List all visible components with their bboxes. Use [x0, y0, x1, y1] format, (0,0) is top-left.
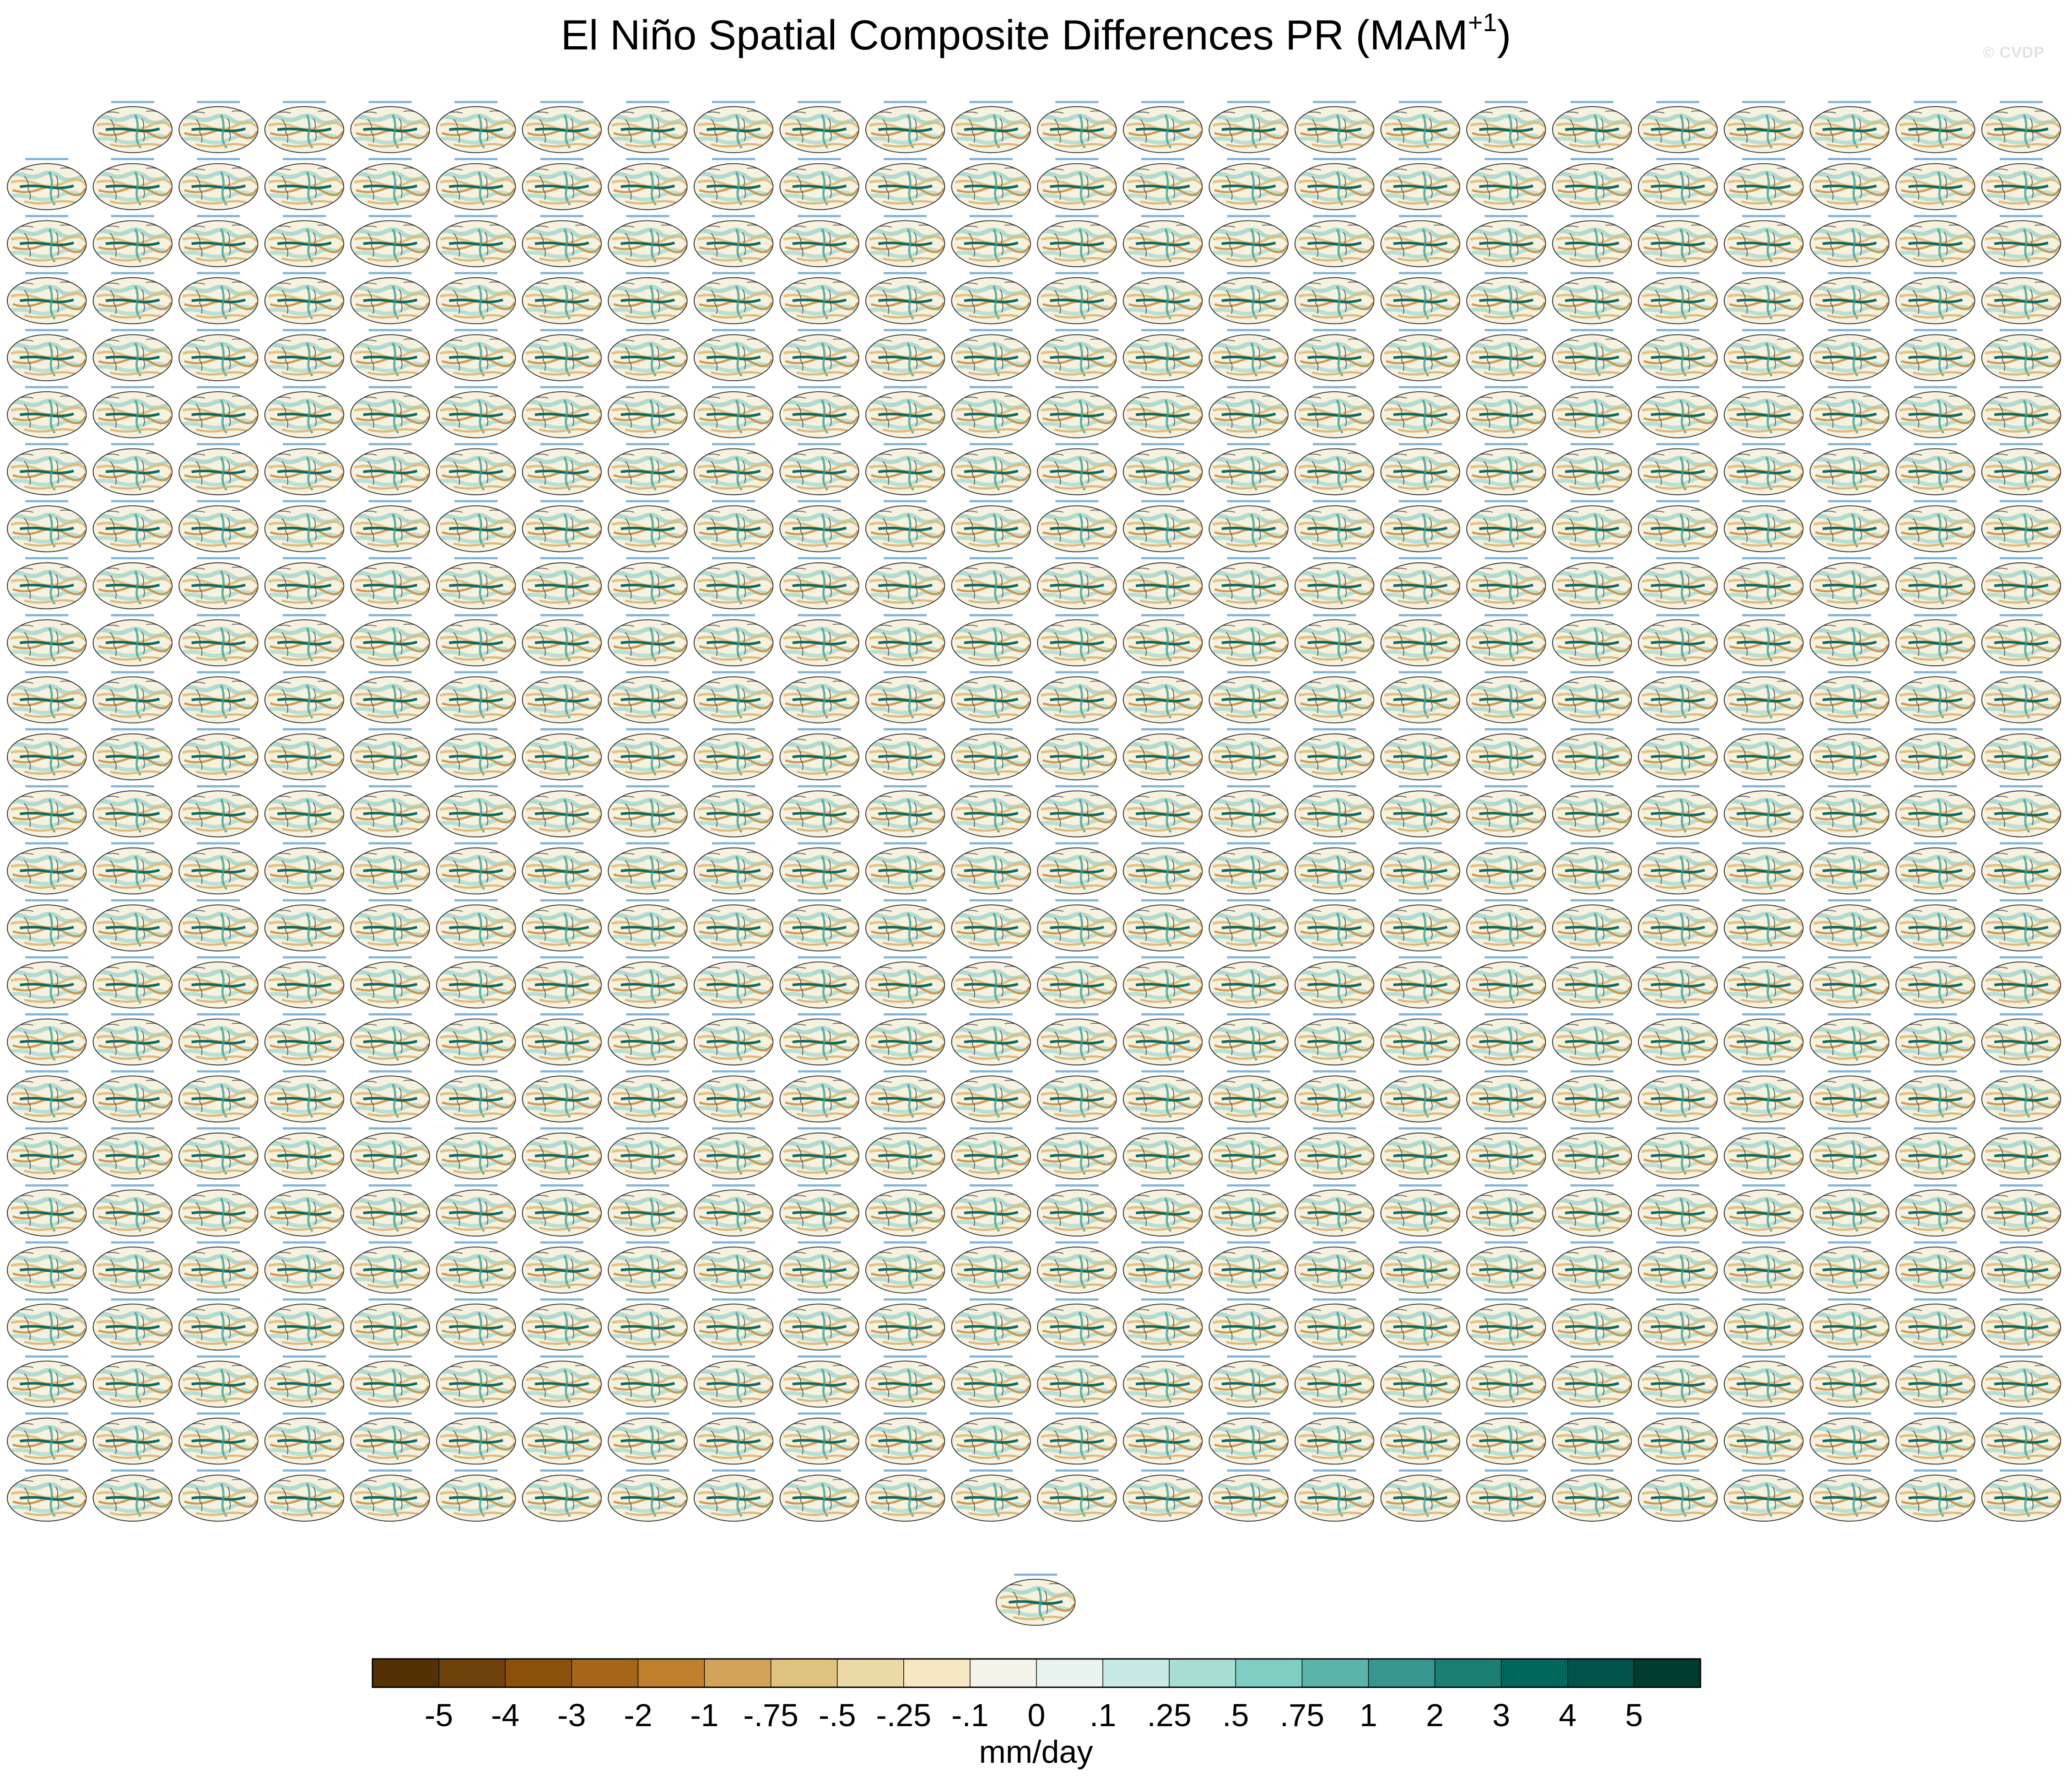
colorbar-box [1102, 1658, 1170, 1688]
colorbar-units: mm/day [979, 1734, 1093, 1770]
colorbar-box [704, 1658, 772, 1688]
colorbar-tick-label: 5 [1625, 1697, 1643, 1733]
colorbar-box [1036, 1658, 1104, 1688]
colorbar-tick-label: .5 [1222, 1697, 1249, 1733]
colorbar-box [372, 1658, 440, 1688]
colorbar-tick-label: -2 [624, 1697, 652, 1733]
colorbar-box [571, 1658, 639, 1688]
colorbar-tick-label: -5 [425, 1697, 453, 1733]
colorbar-tick-label: 0 [1028, 1697, 1046, 1733]
colorbar-box [1434, 1658, 1502, 1688]
colorbar-box [903, 1658, 971, 1688]
colorbar-box [637, 1658, 705, 1688]
colorbar-tick-label: 3 [1492, 1697, 1510, 1733]
colorbar-box [505, 1658, 572, 1688]
colorbar-box [1567, 1658, 1635, 1688]
colorbar-box [836, 1658, 905, 1688]
title-text: El Niño Spatial Composite Differences PR… [561, 12, 1468, 59]
colorbar-box [770, 1658, 838, 1688]
colorbar-box [970, 1658, 1037, 1688]
colorbar-tick-label: -1 [690, 1697, 718, 1733]
colorbar-tick-label: 2 [1426, 1697, 1444, 1733]
colorbar-tick-label: .75 [1280, 1697, 1324, 1733]
colorbar-tick-label: 1 [1360, 1697, 1377, 1733]
colorbar-box [1169, 1658, 1236, 1688]
colorbar-box [438, 1658, 506, 1688]
colorbar-tick-label: -3 [557, 1697, 586, 1733]
colorbar-boxes [372, 1658, 1701, 1688]
colorbar-tick-label: -.25 [876, 1697, 931, 1733]
title-superscript: +1 [1468, 8, 1497, 37]
chart-title: El Niño Spatial Composite Differences PR… [0, 10, 2072, 60]
colorbar-tick-label: -4 [491, 1697, 519, 1733]
colorbar-labels: -5 -4 -3 -2 -1 -.75 -.5 -.25 -.1 0 .1 .25 .5 .75 1 2 3 4 5 [425, 1697, 1643, 1733]
watermark: © CVDP [1983, 44, 2045, 61]
colorbar-box [1368, 1658, 1435, 1688]
colorbar-tick-label: .25 [1147, 1697, 1192, 1733]
colorbar-box [1634, 1658, 1701, 1688]
colorbar-tick-label: .1 [1090, 1697, 1116, 1733]
colorbar-box [1301, 1658, 1369, 1688]
colorbar-tick-label: -.5 [819, 1697, 856, 1733]
colorbar-tick-label: -.1 [951, 1697, 989, 1733]
colorbar-frame [372, 1658, 1701, 1688]
colorbar-tick-label: 4 [1559, 1697, 1576, 1733]
colorbar-box [1500, 1658, 1569, 1688]
colorbar-box [1235, 1658, 1303, 1688]
colorbar-tick-label: -.75 [743, 1697, 799, 1733]
title-close: ) [1497, 12, 1511, 59]
